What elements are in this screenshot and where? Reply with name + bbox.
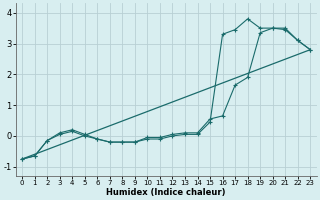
X-axis label: Humidex (Indice chaleur): Humidex (Indice chaleur) bbox=[107, 188, 226, 197]
